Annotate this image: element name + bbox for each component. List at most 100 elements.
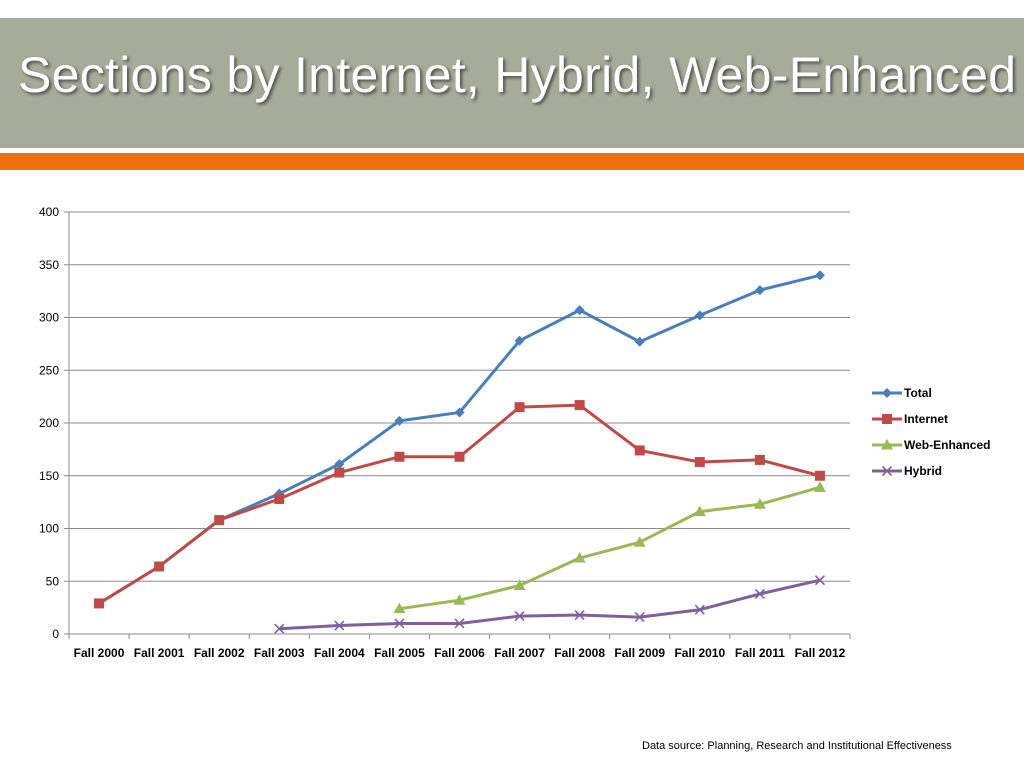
- x-marker-stroke: [454, 618, 465, 629]
- data-point-total: [574, 305, 585, 316]
- data-point-internet: [574, 400, 585, 411]
- legend: Total Internet Web-Enhanced Hybrid: [872, 386, 990, 478]
- data-point-total: [754, 285, 765, 296]
- x-tick-label: Fall 2001: [134, 646, 185, 660]
- data-point-total: [634, 336, 645, 347]
- legend-label: Hybrid: [904, 464, 942, 478]
- x-tick-label: Fall 2003: [254, 646, 305, 660]
- data-point-total: [394, 415, 405, 426]
- series-web-enhanced: [393, 481, 826, 614]
- data-point-web-enhanced: [753, 498, 766, 509]
- x-marker-stroke: [881, 465, 893, 477]
- series-hybrid: [274, 575, 826, 634]
- data-point-total: [814, 270, 825, 281]
- y-axis-ticks: 0 50 100 150 200 250 300 350 400: [39, 205, 69, 641]
- y-tick-label: 300: [39, 311, 59, 325]
- data-point-internet: [334, 467, 345, 478]
- data-point-web-enhanced: [633, 536, 646, 547]
- data-point-web-enhanced: [813, 481, 826, 492]
- data-point-hybrid: [514, 610, 525, 622]
- x-marker-stroke: [574, 609, 585, 621]
- series-line-web-enhanced: [399, 485, 821, 611]
- x-tick-label: Fall 2009: [614, 646, 665, 660]
- data-point-internet: [634, 445, 645, 456]
- x-marker-stroke: [814, 575, 826, 586]
- data-point-hybrid: [574, 609, 585, 621]
- data-point-internet: [214, 515, 225, 526]
- data-point-total: [334, 459, 345, 470]
- data-point-total: [514, 335, 525, 346]
- y-tick-label: 400: [39, 205, 59, 219]
- x-marker-stroke: [274, 623, 285, 634]
- data-point-web-enhanced: [513, 579, 526, 590]
- accent-bar: [0, 153, 1024, 170]
- legend-item-total: Total: [872, 386, 932, 400]
- legend-item-hybrid: Hybrid: [872, 464, 942, 478]
- data-point-web-enhanced: [453, 594, 466, 605]
- data-point-internet: [814, 470, 825, 481]
- data-point-hybrid: [634, 612, 645, 623]
- x-tick-label: Fall 2007: [494, 646, 545, 660]
- gridlines: [69, 211, 850, 582]
- data-point-internet: [154, 561, 165, 572]
- legend-marker: [882, 414, 892, 424]
- data-point-hybrid: [694, 604, 705, 615]
- data-point-internet: [514, 402, 525, 413]
- legend-item-web-enhanced: Web-Enhanced: [872, 438, 990, 452]
- data-point-internet: [454, 451, 465, 462]
- legend-marker: [881, 465, 893, 477]
- data-point-hybrid: [334, 620, 345, 631]
- x-tick-label: Fall 2010: [674, 646, 725, 660]
- x-axis-ticks: Fall 2000 Fall 2001 Fall 2002 Fall 2003 Fall…: [68, 634, 851, 660]
- data-point-total: [454, 407, 465, 418]
- data-point-hybrid: [274, 623, 285, 634]
- x-marker-stroke: [394, 618, 405, 629]
- series-group: [94, 270, 826, 634]
- x-marker-stroke: [514, 610, 525, 622]
- data-point-internet: [694, 457, 705, 468]
- x-tick-label: Fall 2008: [554, 646, 605, 660]
- x-tick-label: Fall 2002: [194, 646, 245, 660]
- y-tick-label: 50: [46, 574, 60, 588]
- y-tick-label: 100: [39, 522, 59, 536]
- x-tick-label: Fall 2004: [314, 646, 365, 660]
- data-point-hybrid: [394, 618, 405, 629]
- series-internet: [94, 400, 825, 609]
- data-point-internet: [274, 493, 285, 504]
- x-tick-label: Fall 2000: [74, 646, 125, 660]
- data-point-web-enhanced: [573, 552, 586, 563]
- data-point-total: [694, 310, 705, 321]
- data-point-internet: [754, 454, 765, 465]
- y-tick-label: 250: [39, 363, 59, 377]
- legend-label: Internet: [904, 412, 948, 426]
- y-tick-label: 200: [39, 416, 59, 430]
- legend-marker: [881, 439, 893, 450]
- data-point-web-enhanced: [393, 602, 406, 614]
- series-line-hybrid: [279, 578, 821, 631]
- data-point-internet: [94, 598, 105, 609]
- series-line-internet: [98, 403, 821, 605]
- series-line-total: [98, 273, 821, 605]
- legend-label: Web-Enhanced: [904, 438, 990, 452]
- legend-item-internet: Internet: [872, 412, 948, 426]
- y-tick-label: 350: [39, 258, 59, 272]
- x-marker-stroke: [634, 612, 645, 623]
- data-point-hybrid: [454, 618, 465, 629]
- data-point-internet: [394, 451, 405, 462]
- x-tick-label: Fall 2012: [795, 646, 846, 660]
- title-bar: [0, 18, 1024, 148]
- x-marker-stroke: [754, 588, 765, 599]
- slide-title: Sections by Internet, Hybrid, Web-Enhanc…: [18, 47, 1017, 103]
- data-source-note: Data source: Planning, Research and Inst…: [642, 740, 952, 752]
- legend-label: Total: [904, 386, 932, 400]
- data-point-web-enhanced: [693, 505, 706, 517]
- x-marker-stroke: [334, 620, 345, 631]
- data-point-hybrid: [814, 575, 826, 586]
- x-tick-label: Fall 2006: [434, 646, 485, 660]
- series-total: [94, 270, 825, 609]
- x-marker-stroke: [694, 604, 705, 615]
- x-tick-label: Fall 2011: [735, 646, 785, 660]
- x-tick-label: Fall 2005: [374, 646, 425, 660]
